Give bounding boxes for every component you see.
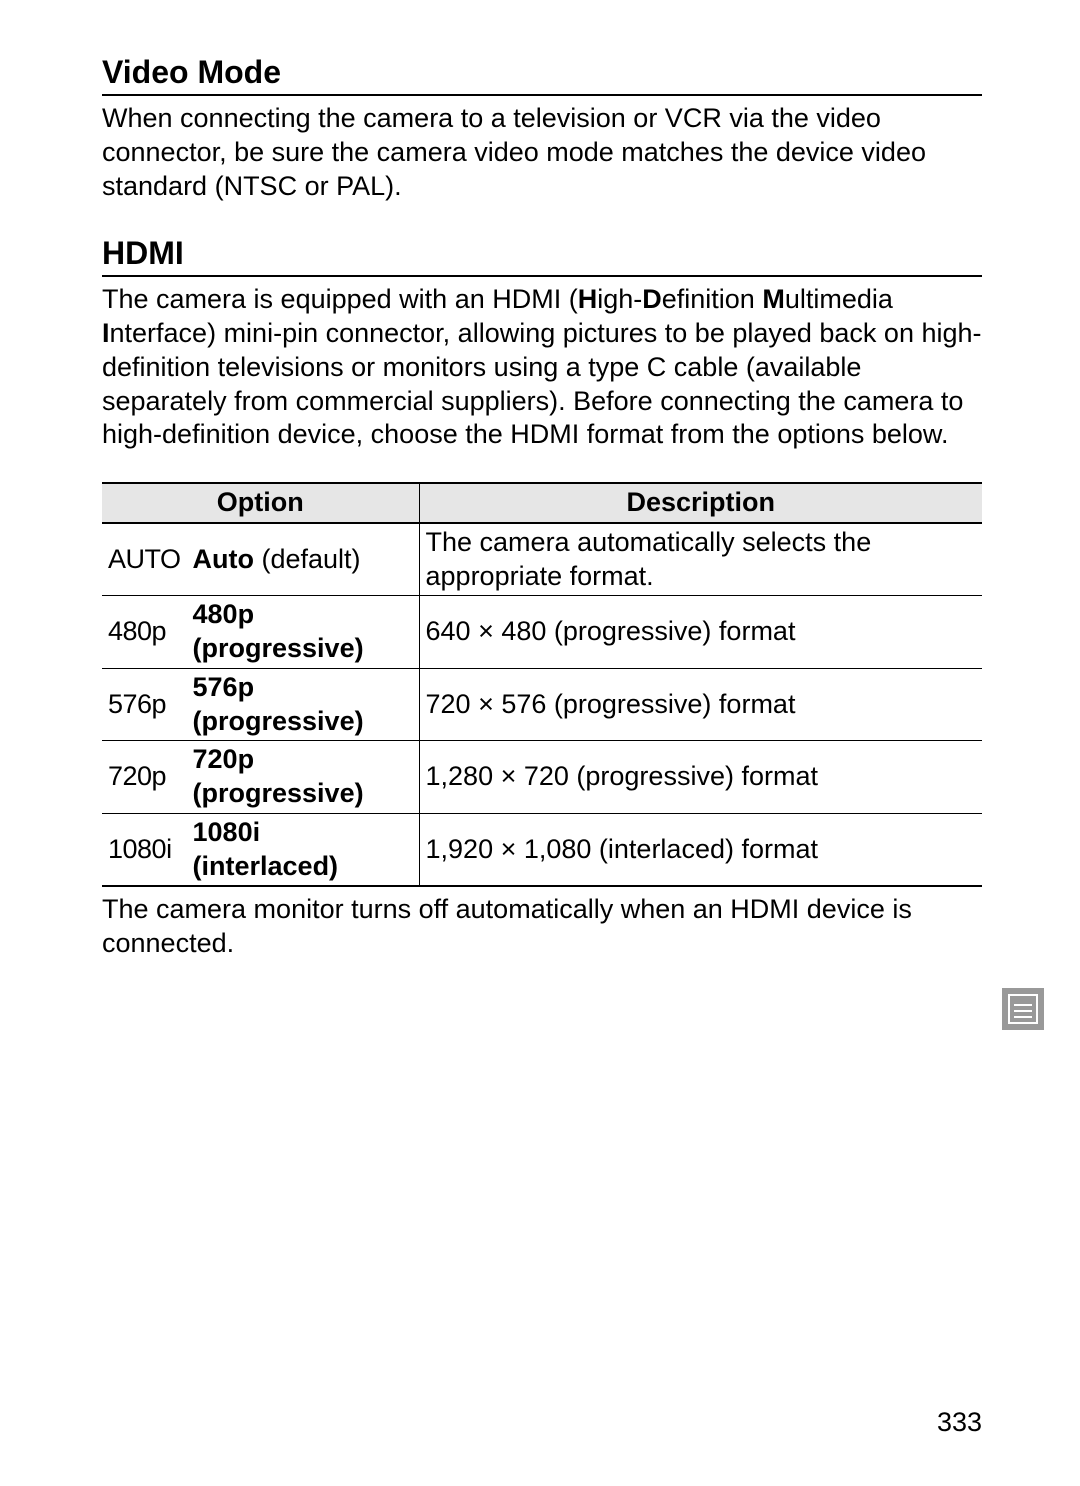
option-description: 720 × 576 (progressive) format	[419, 668, 982, 741]
text-bold: 576p (progressive)	[193, 672, 364, 736]
page-number: 333	[937, 1406, 982, 1440]
text-run: ultimedia	[785, 284, 893, 314]
option-label: Auto (default)	[187, 523, 420, 596]
option-description: 1,920 × 1,080 (interlaced) format	[419, 813, 982, 886]
text-bold: 720p (progressive)	[193, 744, 364, 808]
paragraph-hdmi-note: The camera monitor turns off automatical…	[102, 893, 982, 961]
option-label: 720p (progressive)	[187, 741, 420, 814]
list-icon	[1008, 994, 1038, 1024]
option-icon: 720p	[102, 741, 187, 814]
column-header-option: Option	[102, 483, 419, 523]
paragraph-hdmi-intro: The camera is equipped with an HDMI (Hig…	[102, 283, 982, 452]
option-icon: 576p	[102, 668, 187, 741]
option-icon: AUTO	[102, 523, 187, 596]
text-bold: 1080i (interlaced)	[193, 817, 339, 881]
option-label: 480p (progressive)	[187, 596, 420, 669]
text-run: nterface) mini-pin connector, allowing p…	[102, 318, 982, 449]
text-run-bold: D	[642, 284, 662, 314]
option-description: 1,280 × 720 (progressive) format	[419, 741, 982, 814]
hdmi-options-table: Option Description AUTO Auto (default) T…	[102, 482, 982, 887]
text-suffix: (default)	[254, 544, 361, 574]
text-run-bold: I	[102, 318, 110, 348]
text-run-bold: H	[578, 284, 598, 314]
option-icon: 480p	[102, 596, 187, 669]
manual-page: Video Mode When connecting the camera to…	[0, 0, 1080, 1486]
option-icon: 1080i	[102, 813, 187, 886]
text-run: igh-	[597, 284, 642, 314]
option-label: 576p (progressive)	[187, 668, 420, 741]
table-row: 720p 720p (progressive) 1,280 × 720 (pro…	[102, 741, 982, 814]
column-header-description: Description	[419, 483, 982, 523]
option-label: 1080i (interlaced)	[187, 813, 420, 886]
text-run: The camera is equipped with an HDMI (	[102, 284, 578, 314]
table-row: AUTO Auto (default) The camera automatic…	[102, 523, 982, 596]
table-row: 576p 576p (progressive) 720 × 576 (progr…	[102, 668, 982, 741]
table-header-row: Option Description	[102, 483, 982, 523]
text-bold: 480p (progressive)	[193, 599, 364, 663]
table-row: 1080i 1080i (interlaced) 1,920 × 1,080 (…	[102, 813, 982, 886]
text-run-bold: M	[762, 284, 785, 314]
heading-hdmi: HDMI	[102, 233, 982, 277]
table-row: 480p 480p (progressive) 640 × 480 (progr…	[102, 596, 982, 669]
option-description: The camera automatically selects the app…	[419, 523, 982, 596]
option-description: 640 × 480 (progressive) format	[419, 596, 982, 669]
paragraph-video-mode: When connecting the camera to a televisi…	[102, 102, 982, 203]
heading-video-mode: Video Mode	[102, 52, 982, 96]
menu-tab-icon	[1002, 988, 1044, 1030]
text-run: efinition	[662, 284, 763, 314]
text-bold: Auto	[193, 544, 254, 574]
